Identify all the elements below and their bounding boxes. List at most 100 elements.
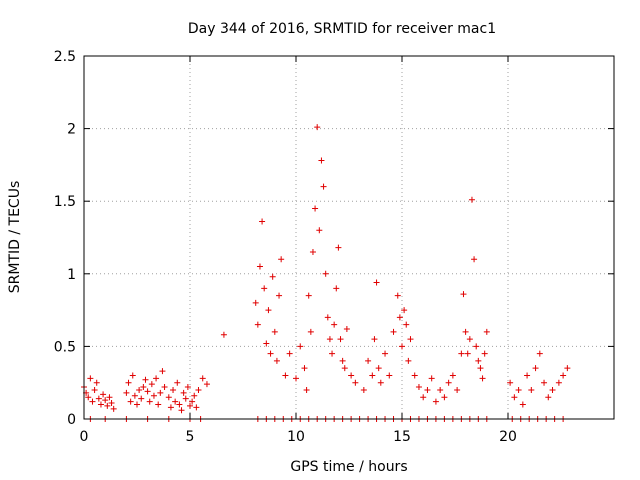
data-point bbox=[293, 375, 299, 382]
y-tick-label: 1.5 bbox=[54, 194, 76, 210]
data-point bbox=[377, 379, 384, 386]
data-point bbox=[466, 336, 473, 343]
data-point bbox=[106, 394, 113, 401]
data-point bbox=[352, 379, 359, 386]
data-point bbox=[305, 292, 312, 299]
data-point bbox=[337, 336, 344, 343]
data-point bbox=[483, 328, 490, 335]
data-point bbox=[320, 183, 327, 190]
data-point bbox=[148, 381, 155, 388]
data-point bbox=[403, 321, 410, 328]
data-point bbox=[441, 394, 448, 401]
x-tick-label: 5 bbox=[186, 429, 195, 445]
data-point bbox=[468, 196, 475, 203]
data-point bbox=[481, 350, 488, 357]
data-point bbox=[371, 336, 378, 343]
data-point bbox=[369, 372, 376, 379]
data-point bbox=[182, 395, 189, 402]
data-point bbox=[473, 343, 480, 350]
x-tick-label: 20 bbox=[499, 429, 517, 445]
data-point bbox=[286, 350, 293, 357]
data-point bbox=[165, 394, 172, 401]
data-point bbox=[254, 321, 261, 328]
data-point bbox=[386, 372, 393, 379]
data-point bbox=[390, 328, 397, 335]
data-point bbox=[95, 395, 102, 402]
data-point bbox=[100, 391, 107, 398]
data-point bbox=[104, 402, 111, 409]
data-points bbox=[81, 124, 571, 422]
data-point bbox=[252, 299, 259, 306]
data-point bbox=[415, 384, 422, 391]
data-point bbox=[271, 328, 278, 335]
data-point bbox=[140, 384, 147, 391]
x-tick-label: 10 bbox=[287, 429, 305, 445]
data-point bbox=[318, 157, 325, 164]
data-point bbox=[193, 404, 200, 411]
data-point bbox=[462, 328, 469, 335]
data-point bbox=[329, 350, 336, 357]
data-point bbox=[479, 375, 486, 382]
data-point bbox=[309, 249, 316, 256]
data-point bbox=[528, 386, 535, 393]
data-point bbox=[220, 331, 227, 338]
data-point bbox=[303, 386, 310, 393]
data-point bbox=[549, 386, 556, 393]
data-point bbox=[307, 328, 314, 335]
data-point bbox=[449, 372, 456, 379]
data-point bbox=[322, 270, 329, 277]
data-point bbox=[153, 375, 160, 382]
data-point bbox=[324, 314, 331, 321]
data-point bbox=[144, 388, 151, 395]
x-tick-label: 15 bbox=[393, 429, 411, 445]
data-point bbox=[282, 372, 289, 379]
data-point bbox=[331, 321, 338, 328]
data-point bbox=[401, 307, 408, 314]
y-tick-label: 2.5 bbox=[54, 49, 76, 65]
grid-layer bbox=[84, 56, 614, 419]
data-point bbox=[536, 350, 543, 357]
x-axis-label: GPS time / hours bbox=[290, 459, 407, 475]
data-point bbox=[189, 398, 196, 405]
data-point bbox=[407, 336, 414, 343]
data-point bbox=[312, 205, 319, 212]
data-point bbox=[142, 376, 149, 383]
data-point bbox=[276, 292, 283, 299]
data-point bbox=[136, 386, 143, 393]
data-point bbox=[399, 343, 405, 350]
data-point bbox=[373, 279, 380, 286]
data-point bbox=[532, 365, 539, 372]
data-point bbox=[184, 384, 191, 391]
data-point bbox=[314, 124, 321, 131]
data-point bbox=[91, 386, 98, 393]
data-point bbox=[348, 372, 355, 379]
data-point bbox=[432, 398, 439, 405]
data-point bbox=[195, 386, 202, 393]
chart-title: Day 344 of 2016, SRMTID for receiver mac… bbox=[188, 21, 496, 37]
data-point bbox=[394, 292, 401, 299]
data-point bbox=[178, 407, 185, 414]
data-point bbox=[511, 394, 518, 401]
data-point bbox=[110, 405, 117, 412]
data-point bbox=[420, 394, 427, 401]
data-point bbox=[203, 381, 210, 388]
data-point bbox=[333, 285, 340, 292]
data-point bbox=[560, 372, 567, 379]
y-tick-label: 2 bbox=[67, 122, 76, 138]
data-point bbox=[157, 389, 164, 396]
data-point bbox=[269, 273, 276, 280]
data-point bbox=[343, 325, 350, 332]
data-point bbox=[341, 365, 348, 372]
data-point bbox=[316, 227, 323, 234]
x-tick-label: 0 bbox=[80, 429, 89, 445]
data-point bbox=[477, 365, 484, 372]
data-point bbox=[263, 340, 270, 347]
data-point bbox=[460, 291, 467, 298]
data-point bbox=[131, 392, 138, 399]
data-point bbox=[382, 350, 389, 357]
data-point bbox=[365, 357, 372, 364]
data-point bbox=[545, 394, 552, 401]
data-point bbox=[125, 379, 132, 386]
data-point bbox=[375, 365, 382, 372]
